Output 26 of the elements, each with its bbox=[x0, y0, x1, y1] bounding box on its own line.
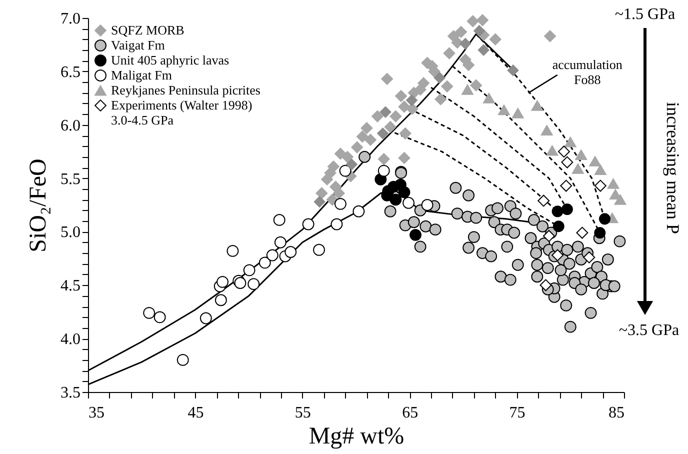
y-tick-label: 5.5 bbox=[60, 170, 80, 188]
y-tick-label: 7.0 bbox=[60, 10, 80, 28]
y-tick-label: 3.5 bbox=[60, 384, 80, 402]
legend-label: Unit 405 aphyric lavas bbox=[111, 52, 230, 68]
annotation: ~1.5 GPa bbox=[614, 6, 676, 23]
x-tick-label: 85 bbox=[608, 404, 624, 422]
legend-label: Vaigat Fm bbox=[111, 38, 165, 52]
text: increasing mean P bbox=[663, 102, 683, 234]
y-tick-label: 6.0 bbox=[60, 117, 80, 134]
x-tick-label: 65 bbox=[402, 404, 418, 422]
annotation: ~3.5 GPa bbox=[618, 322, 680, 339]
y-tick-label: 5.0 bbox=[60, 224, 80, 242]
x-tick-label: 35 bbox=[88, 404, 104, 422]
x-tick-label: 45 bbox=[188, 404, 204, 422]
legend-label: Maligat Fm bbox=[111, 68, 172, 82]
y-tick-label: 4.0 bbox=[60, 331, 80, 348]
x-tick-label: 75 bbox=[509, 404, 526, 422]
y-axis-title: SiO₂/FeO bbox=[26, 158, 52, 252]
annotation: accumulation Fo88 bbox=[552, 56, 623, 87]
x-axis-title: Mg# wt% bbox=[308, 424, 404, 450]
legend-label: Experiments (Walter 1998) 3.0-4.5 GPa bbox=[111, 98, 252, 128]
y-tick-label: 4.5 bbox=[60, 278, 80, 295]
x-tick-label: 55 bbox=[294, 404, 311, 422]
y-tick-label: 6.5 bbox=[60, 64, 80, 81]
legend-label: SQFZ MORB bbox=[111, 22, 185, 38]
legend-label: Reykjanes Peninsula picrites bbox=[111, 82, 260, 98]
